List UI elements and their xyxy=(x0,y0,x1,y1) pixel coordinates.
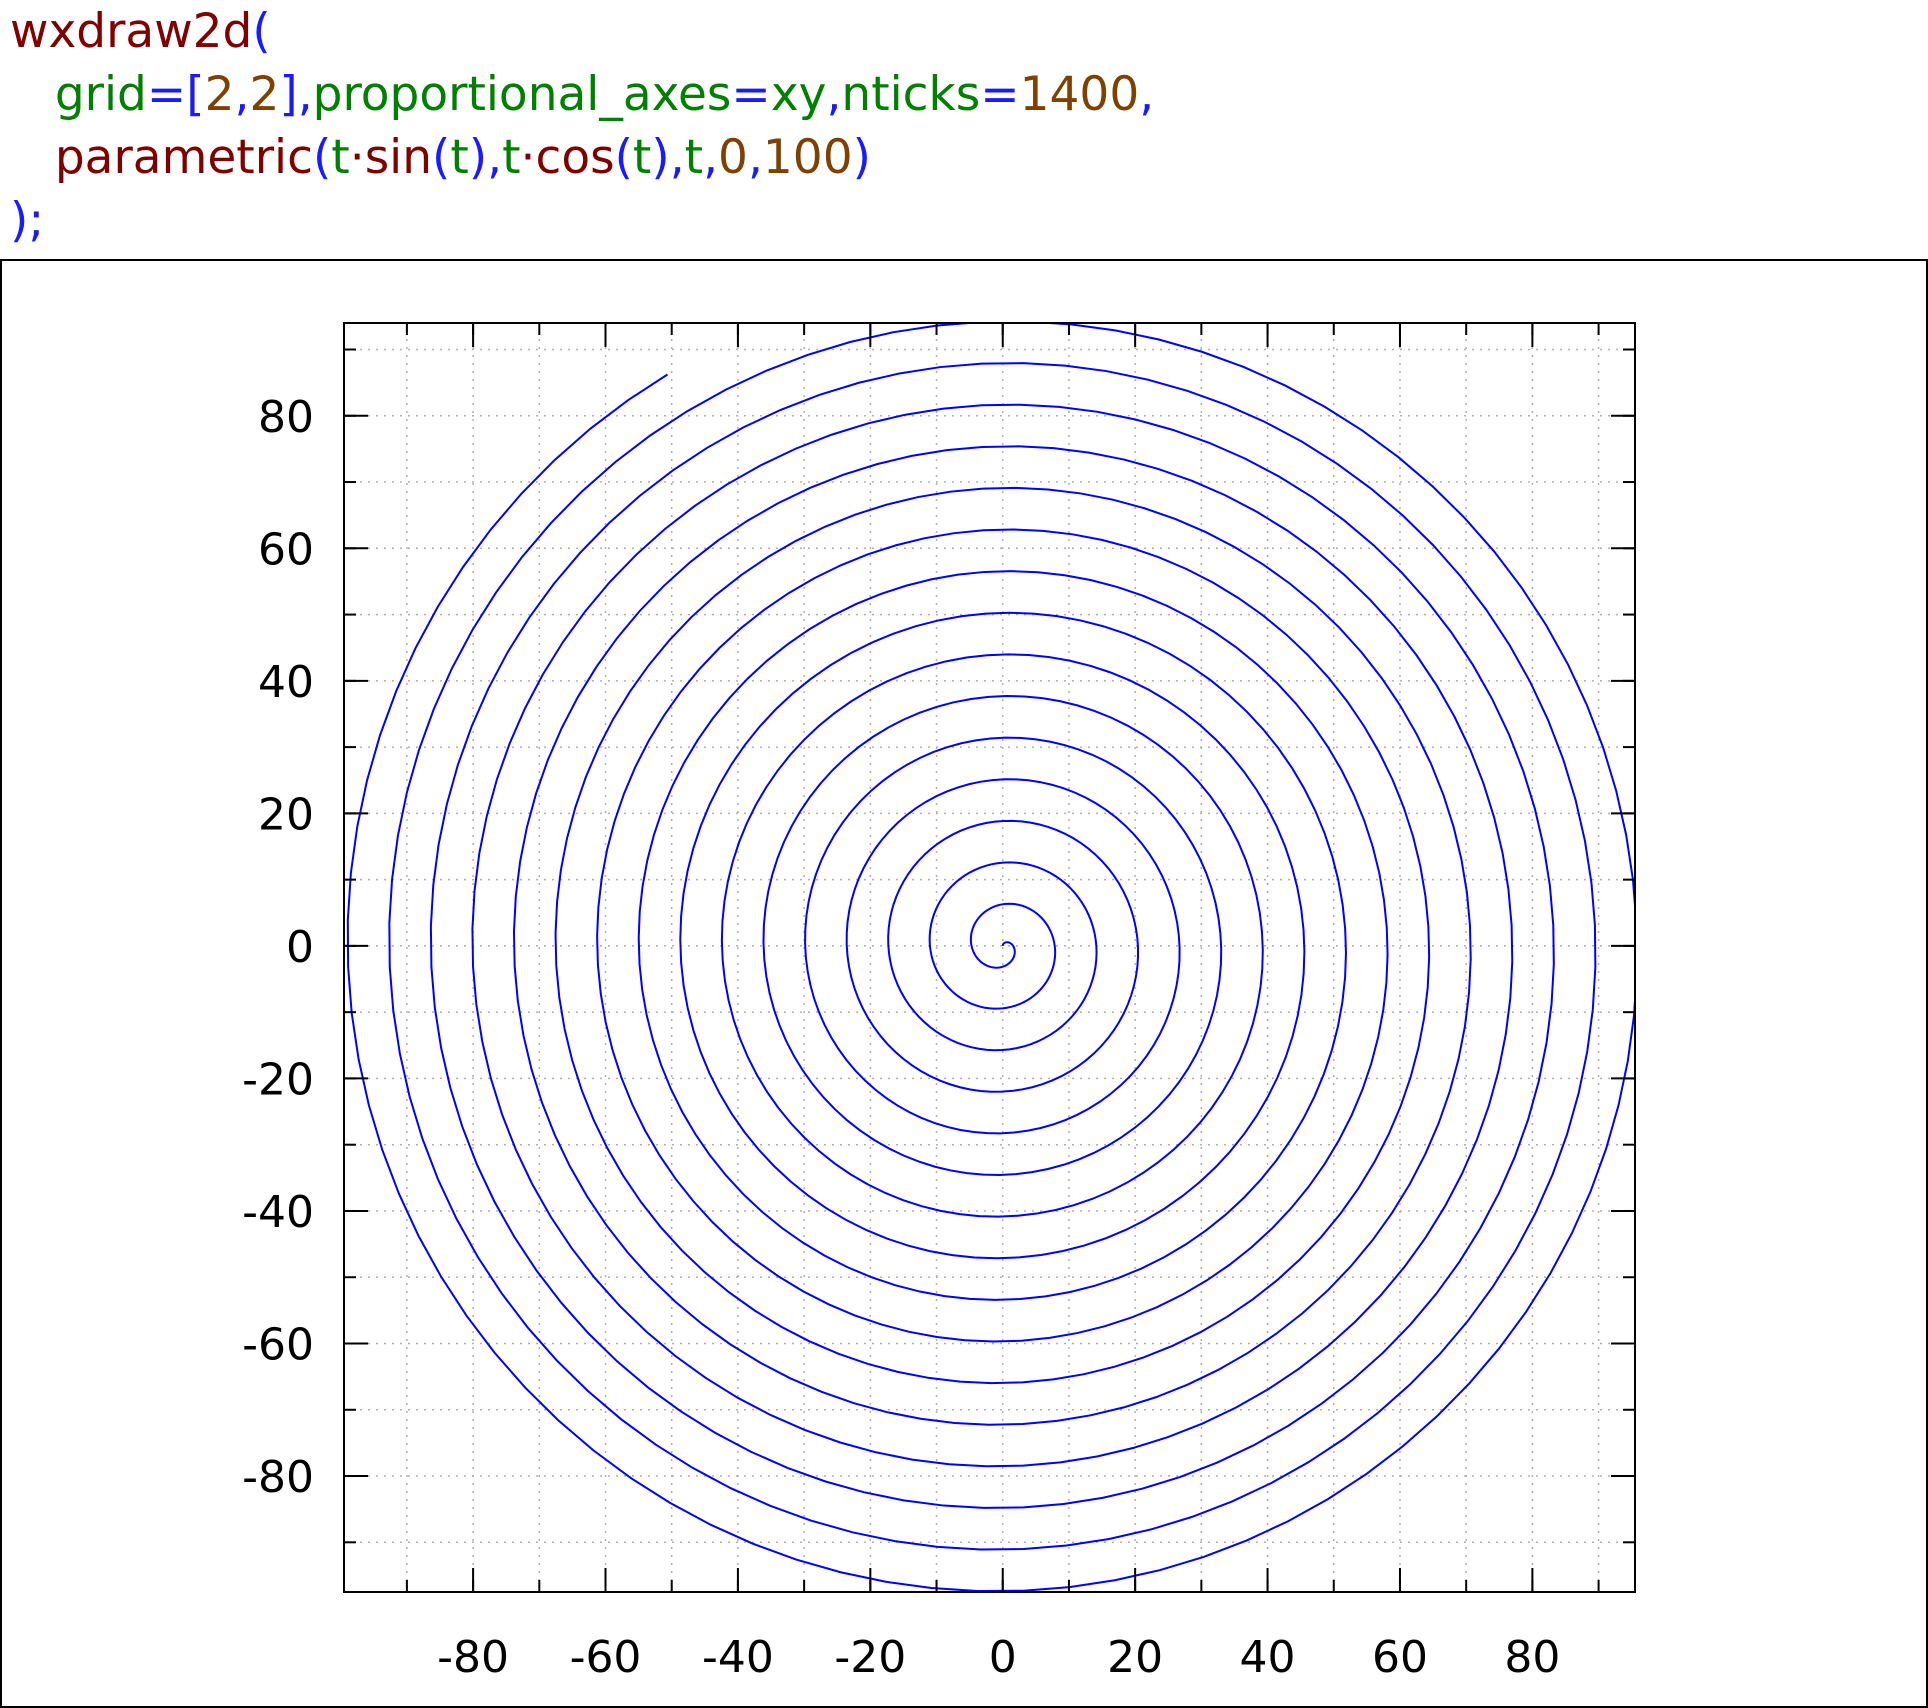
code-token: wxdraw2d xyxy=(10,4,253,59)
y-tick-label: 0 xyxy=(286,922,314,973)
y-tick-label: -40 xyxy=(242,1187,314,1238)
code-token: parametric xyxy=(54,130,313,185)
code-token: ], xyxy=(279,67,313,122)
x-tick-label: 0 xyxy=(989,1632,1017,1683)
plot-area-border xyxy=(343,322,1636,1593)
code-token: 2 xyxy=(249,67,280,122)
code-token: ), xyxy=(468,130,503,185)
code-token: 0 xyxy=(718,130,748,185)
code-token xyxy=(10,67,55,122)
code-token: =[ xyxy=(146,67,205,122)
code-token: sin xyxy=(364,130,433,185)
tick-label-layer: -80 -60 -40 -20 0 20 40 60 80 -80 -60 -40 -20 0 20 40 60… xyxy=(242,392,1560,1683)
x-tick-label: 40 xyxy=(1240,1632,1296,1683)
code-token: , xyxy=(234,67,250,122)
code-token: = xyxy=(980,67,1020,122)
code-token: , xyxy=(747,130,763,185)
code-token: , xyxy=(703,130,719,185)
code-token: nticks xyxy=(841,67,981,122)
code-token: 100 xyxy=(762,130,853,185)
code-token: ( xyxy=(614,130,633,185)
code-token: proportional_axes xyxy=(312,67,732,122)
code-token: grid xyxy=(54,67,147,122)
x-tick-label: -40 xyxy=(702,1632,774,1683)
code-token: ) xyxy=(852,130,871,185)
code-token: t xyxy=(502,130,521,185)
y-tick-label: -80 xyxy=(242,1452,314,1503)
grid-layer xyxy=(344,323,1635,1592)
code-token: ( xyxy=(432,130,451,185)
code-token: cos xyxy=(535,130,615,185)
code-token: , xyxy=(1139,67,1155,122)
code-token: ), xyxy=(651,130,685,185)
code-token: ( xyxy=(312,130,332,185)
code-token: t xyxy=(450,130,469,185)
code-token: · xyxy=(520,130,536,185)
y-tick-label: -60 xyxy=(242,1320,314,1371)
code-token: 1400 xyxy=(1019,67,1140,122)
x-tick-label: -80 xyxy=(437,1632,509,1683)
tick-layer xyxy=(344,323,1635,1592)
code-token: · xyxy=(349,130,365,185)
x-tick-label: 60 xyxy=(1372,1632,1428,1683)
code-token: = xyxy=(731,67,771,122)
code-line: wxdraw2d( xyxy=(10,0,1920,63)
code-token: ( xyxy=(252,4,271,59)
y-tick-label: 80 xyxy=(258,392,314,443)
code-token: t xyxy=(331,130,350,185)
spiral-curve xyxy=(346,323,1635,1592)
code-token: 2 xyxy=(204,67,235,122)
code-token: , xyxy=(826,67,842,122)
code-token: t xyxy=(632,130,652,185)
x-tick-label: -60 xyxy=(570,1632,642,1683)
y-tick-label: -20 xyxy=(242,1054,314,1105)
code-line: grid=[2,2],proportional_axes=xy,nticks=1… xyxy=(10,63,1920,126)
plot-output-frame: -80 -60 -40 -20 0 20 40 60 80 -80 -60 -40 -20 0 20 40 60… xyxy=(0,259,1928,1708)
spiral-chart: -80 -60 -40 -20 0 20 40 60 80 -80 -60 -40 -20 0 20 40 60… xyxy=(242,322,1636,1683)
code-line: ); xyxy=(10,189,1920,252)
code-token: t xyxy=(684,130,704,185)
code-line: parametric(t·sin(t),t·cos(t),t,0,100) xyxy=(10,126,1920,189)
curve-layer xyxy=(346,323,1635,1592)
code-token: xy xyxy=(770,67,827,122)
y-tick-label: 40 xyxy=(258,657,314,708)
code-token: ); xyxy=(10,193,45,248)
x-tick-label: 80 xyxy=(1504,1632,1560,1683)
code-input-cell[interactable]: wxdraw2d( grid=[2,2],proportional_axes=x… xyxy=(10,0,1920,258)
x-tick-label: 20 xyxy=(1107,1632,1163,1683)
y-tick-label: 20 xyxy=(258,789,314,840)
x-tick-label: -20 xyxy=(834,1632,906,1683)
code-token xyxy=(10,130,55,185)
y-tick-label: 60 xyxy=(258,524,314,575)
